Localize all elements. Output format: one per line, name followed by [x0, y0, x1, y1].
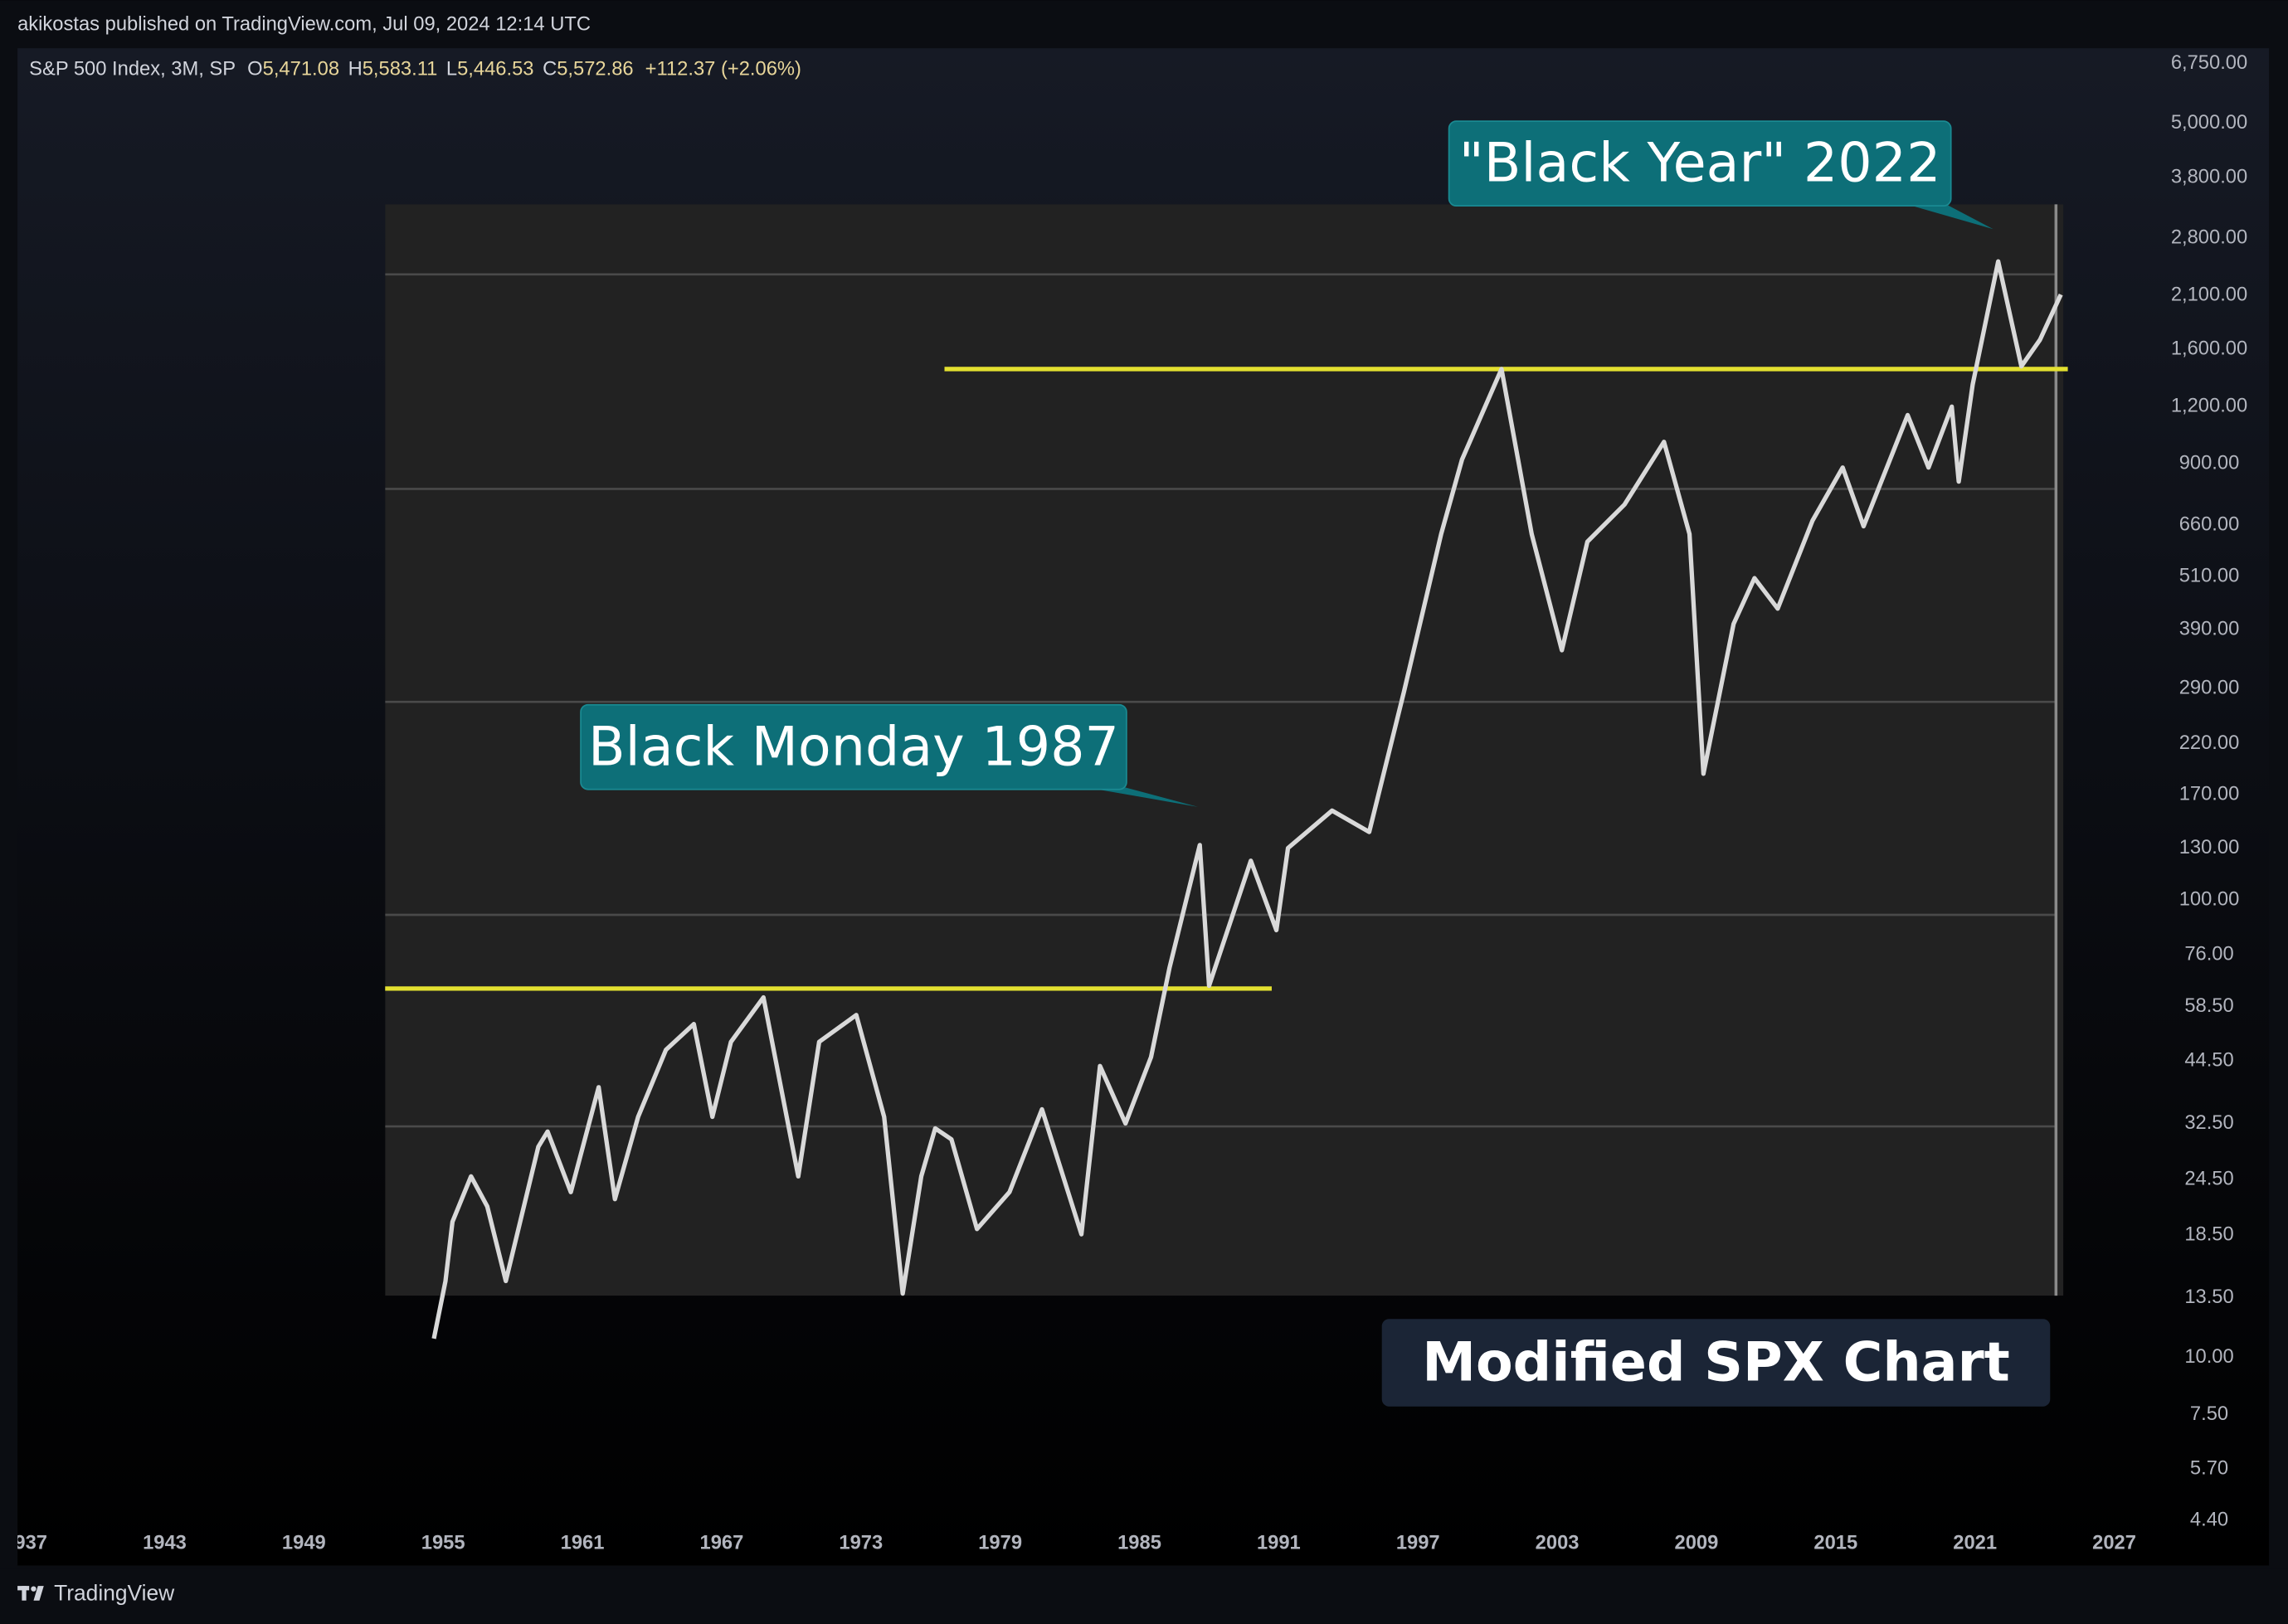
x-tick-label: 2003 [1536, 1532, 1580, 1553]
callout-text: Modified SPX Chart [1422, 1332, 2010, 1394]
y-tick-label: 900.00 [2179, 452, 2240, 474]
y-tick-label: 13.50 [2184, 1286, 2233, 1308]
header: akikostas published on TradingView.com, … [17, 13, 591, 35]
x-tick-label: 1943 [143, 1532, 187, 1553]
annotations: "Black Year" 2022 Black Monday 1987 Modifi… [580, 120, 2051, 1407]
change: +112.37 (+2.06%) [645, 59, 801, 80]
y-tick-label: 76.00 [2184, 943, 2233, 965]
callout-text: "Black Year" 2022 [1459, 133, 1941, 195]
inner-grid [385, 273, 2055, 1128]
plot: 1937 1943 1949 1955 1961 1967 1973 1979 1985 1991… [3, 259, 2136, 1553]
tv-logo [17, 1586, 44, 1601]
y-tick-label: 5.70 [2190, 1458, 2228, 1480]
ohlc-value: 5,471.08 [263, 59, 339, 80]
ohlc-label: O [247, 59, 262, 80]
y-tick-label: 7.50 [2190, 1403, 2228, 1425]
ohlc-value: 5,572.86 [557, 59, 633, 80]
x-tick-label: 2009 [1675, 1532, 1719, 1553]
y-tick-label: 290.00 [2179, 678, 2240, 699]
x-tick-label: 1967 [700, 1532, 744, 1553]
footer-bar [0, 1568, 2288, 1624]
y-tick-label: 44.50 [2184, 1050, 2233, 1072]
x-tick-label: 1985 [1117, 1532, 1161, 1553]
callout-text: Black Monday 1987 [588, 716, 1119, 778]
legend: S&P 500 Index, 3M, SP O5,471.08 H5,583.11 L… [29, 59, 801, 80]
y-tick-label: 24.50 [2184, 1168, 2233, 1189]
y-tick-label: 18.50 [2184, 1224, 2233, 1246]
y-tick-label: 510.00 [2179, 565, 2240, 586]
callout: "Black Year" 2022 [1448, 120, 1993, 230]
footer-brand: TradingView [54, 1581, 175, 1606]
x-tick-label: 1961 [561, 1532, 605, 1553]
y-tick-label: 58.50 [2184, 995, 2233, 1017]
ohlc-value: 5,446.53 [457, 59, 533, 80]
y-tick-label: 1,200.00 [2171, 396, 2247, 417]
y-tick-label: 170.00 [2179, 784, 2240, 805]
y-tick-label: 390.00 [2179, 619, 2240, 640]
y-tick-label: 6,750.00 [2171, 52, 2247, 74]
y-tick-label: 32.50 [2184, 1112, 2233, 1134]
callout-pointer [1896, 201, 1993, 230]
price-line [431, 259, 2063, 1340]
y-tick-label: 2,100.00 [2171, 284, 2247, 306]
x-tick-label: 2021 [1953, 1532, 1997, 1553]
ohlc-label: L [446, 59, 457, 80]
y-tick-label: 220.00 [2179, 732, 2240, 754]
y-tick-label: 5,000.00 [2171, 112, 2247, 134]
callout: Black Monday 1987 [580, 703, 1199, 807]
ohlc-value: 5,583.11 [363, 59, 438, 80]
y-tick-label: 100.00 [2179, 889, 2240, 911]
y-tick-label: 3,800.00 [2171, 166, 2247, 187]
y-tick-label: 130.00 [2179, 837, 2240, 858]
symbol-name: S&P 500 Index, 3M, SP [29, 59, 236, 80]
y-tick-label: 10.00 [2184, 1346, 2233, 1368]
y-tick-label: 2,800.00 [2171, 227, 2247, 249]
x-tick-label: 1991 [1257, 1532, 1301, 1553]
x-tick-label: 1949 [282, 1532, 326, 1553]
callout-box [1381, 1319, 2051, 1407]
y-tick-label: 4.40 [2190, 1510, 2228, 1531]
x-tick-label: 2027 [2092, 1532, 2136, 1553]
x-tick-label: 2015 [1813, 1532, 1857, 1553]
callout-box [1448, 120, 1952, 207]
callout-box [580, 703, 1127, 790]
y-tick-label: 1,600.00 [2171, 338, 2247, 360]
x-tick-label: 1955 [421, 1532, 465, 1553]
x-tick-label: 1979 [978, 1532, 1022, 1553]
x-tick-label: 1973 [839, 1532, 883, 1553]
x-tick-label: 1937 [3, 1532, 47, 1553]
ohlc-label: H [348, 59, 363, 80]
ohlc-label: C [543, 59, 557, 80]
callout: Modified SPX Chart [1381, 1319, 2051, 1407]
y-tick-label: 660.00 [2179, 514, 2240, 536]
x-tick-label: 1997 [1396, 1532, 1440, 1553]
